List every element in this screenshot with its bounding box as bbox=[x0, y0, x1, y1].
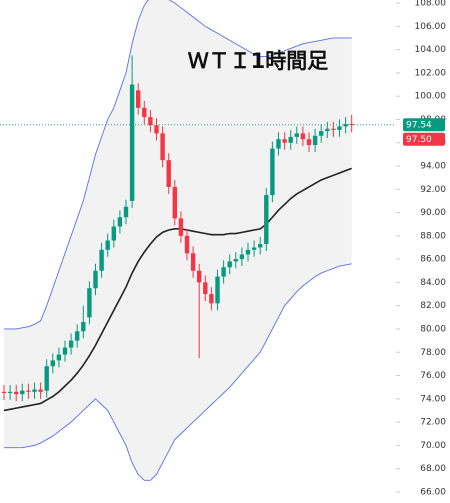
indicator-line bbox=[4, 263, 352, 481]
y-tick-label: 72.00 bbox=[420, 418, 446, 428]
candle-body bbox=[93, 270, 98, 289]
y-tick-label: 74.00 bbox=[420, 394, 446, 404]
candle-body bbox=[38, 389, 43, 392]
candle-body bbox=[44, 366, 49, 391]
y-tick-label: 78.00 bbox=[420, 348, 446, 358]
candle-body bbox=[68, 340, 74, 348]
candle-body bbox=[160, 133, 165, 161]
candle-body bbox=[129, 84, 135, 201]
candle-body bbox=[50, 360, 55, 367]
candle-body bbox=[99, 249, 104, 271]
candle-body bbox=[178, 218, 184, 236]
candle-body bbox=[282, 139, 287, 143]
candle-body bbox=[197, 270, 202, 283]
y-tick-label: 88.00 bbox=[420, 231, 446, 241]
candle-body bbox=[81, 321, 86, 332]
candle-body bbox=[300, 133, 306, 140]
candle-body bbox=[14, 391, 19, 395]
y-tick-label: 82.00 bbox=[420, 301, 446, 311]
y-tick-label: 108.00 bbox=[415, 0, 447, 9]
candle-body bbox=[215, 276, 220, 304]
price-marker-label: 97.54 bbox=[406, 120, 432, 130]
candle-body bbox=[203, 282, 208, 295]
y-axis: 66.00 68.00 70.00 72.00 74.00 76.00 78.00 80.00… bbox=[396, 0, 446, 497]
candle-body bbox=[20, 390, 25, 395]
y-tick-label: 94.00 bbox=[420, 161, 446, 171]
candle-body bbox=[337, 126, 342, 130]
candle-body bbox=[270, 148, 275, 196]
chart-title: ＷＴＩ1時間足 bbox=[188, 49, 329, 73]
candle-body bbox=[251, 247, 257, 250]
y-tick-label: 66.00 bbox=[420, 487, 446, 497]
y-tick-label: 104.00 bbox=[415, 45, 447, 55]
candle-body bbox=[105, 240, 110, 250]
y-tick-label: 68.00 bbox=[420, 464, 446, 474]
y-tick-label: 70.00 bbox=[420, 441, 446, 451]
y-tick-label: 100.00 bbox=[415, 92, 447, 102]
candle-body bbox=[111, 226, 116, 241]
y-tick-label: 102.00 bbox=[415, 68, 447, 78]
candle-body bbox=[26, 390, 31, 392]
candle-body bbox=[117, 217, 123, 227]
candle-body bbox=[319, 131, 324, 136]
candle-body bbox=[294, 133, 299, 137]
candle-body bbox=[75, 331, 80, 341]
candle-body bbox=[142, 107, 147, 118]
candle-body bbox=[288, 136, 293, 143]
candle-body bbox=[209, 294, 214, 304]
candle-body bbox=[136, 90, 141, 108]
band-fill bbox=[4, 0, 352, 481]
candle-body bbox=[264, 195, 269, 244]
candle-body bbox=[312, 135, 318, 146]
candle-body bbox=[233, 259, 238, 262]
y-tick-label: 90.00 bbox=[420, 208, 446, 218]
candle-body bbox=[190, 253, 196, 271]
y-tick-label: 106.00 bbox=[415, 22, 447, 32]
candle-body bbox=[123, 206, 129, 218]
candle-body bbox=[245, 249, 251, 255]
candle-body bbox=[331, 128, 336, 130]
candle-body bbox=[227, 261, 232, 268]
candle-body bbox=[32, 389, 37, 392]
y-tick-label: 84.00 bbox=[420, 278, 446, 288]
candle-body bbox=[62, 347, 68, 355]
indicator-line bbox=[4, 0, 352, 330]
candle-body bbox=[343, 124, 348, 127]
candle-body bbox=[325, 128, 330, 132]
candle-body bbox=[87, 288, 92, 318]
price-marker-box bbox=[403, 118, 445, 132]
candle-body bbox=[306, 139, 312, 146]
y-tick-label: 76.00 bbox=[420, 371, 446, 381]
indicator-line bbox=[3, 167, 352, 412]
candle-body bbox=[56, 354, 62, 361]
candle-body bbox=[154, 125, 159, 134]
y-tick-label: 86.00 bbox=[420, 255, 446, 265]
candle-body bbox=[221, 267, 226, 277]
candle-body bbox=[172, 186, 177, 219]
candle-body bbox=[184, 235, 190, 254]
candle-body bbox=[166, 160, 171, 187]
plot-area bbox=[0, 0, 396, 481]
y-tick-label: 80.00 bbox=[420, 324, 446, 334]
candle-body bbox=[276, 139, 281, 149]
price-marker-box bbox=[403, 132, 445, 146]
price-marker-label: 97.50 bbox=[406, 135, 432, 145]
candle-body bbox=[239, 254, 245, 260]
candle-body bbox=[1, 391, 7, 393]
candle-body bbox=[258, 243, 263, 248]
candle-body bbox=[7, 391, 13, 393]
candle-body bbox=[148, 117, 153, 126]
y-tick-label: 92.00 bbox=[420, 185, 446, 195]
